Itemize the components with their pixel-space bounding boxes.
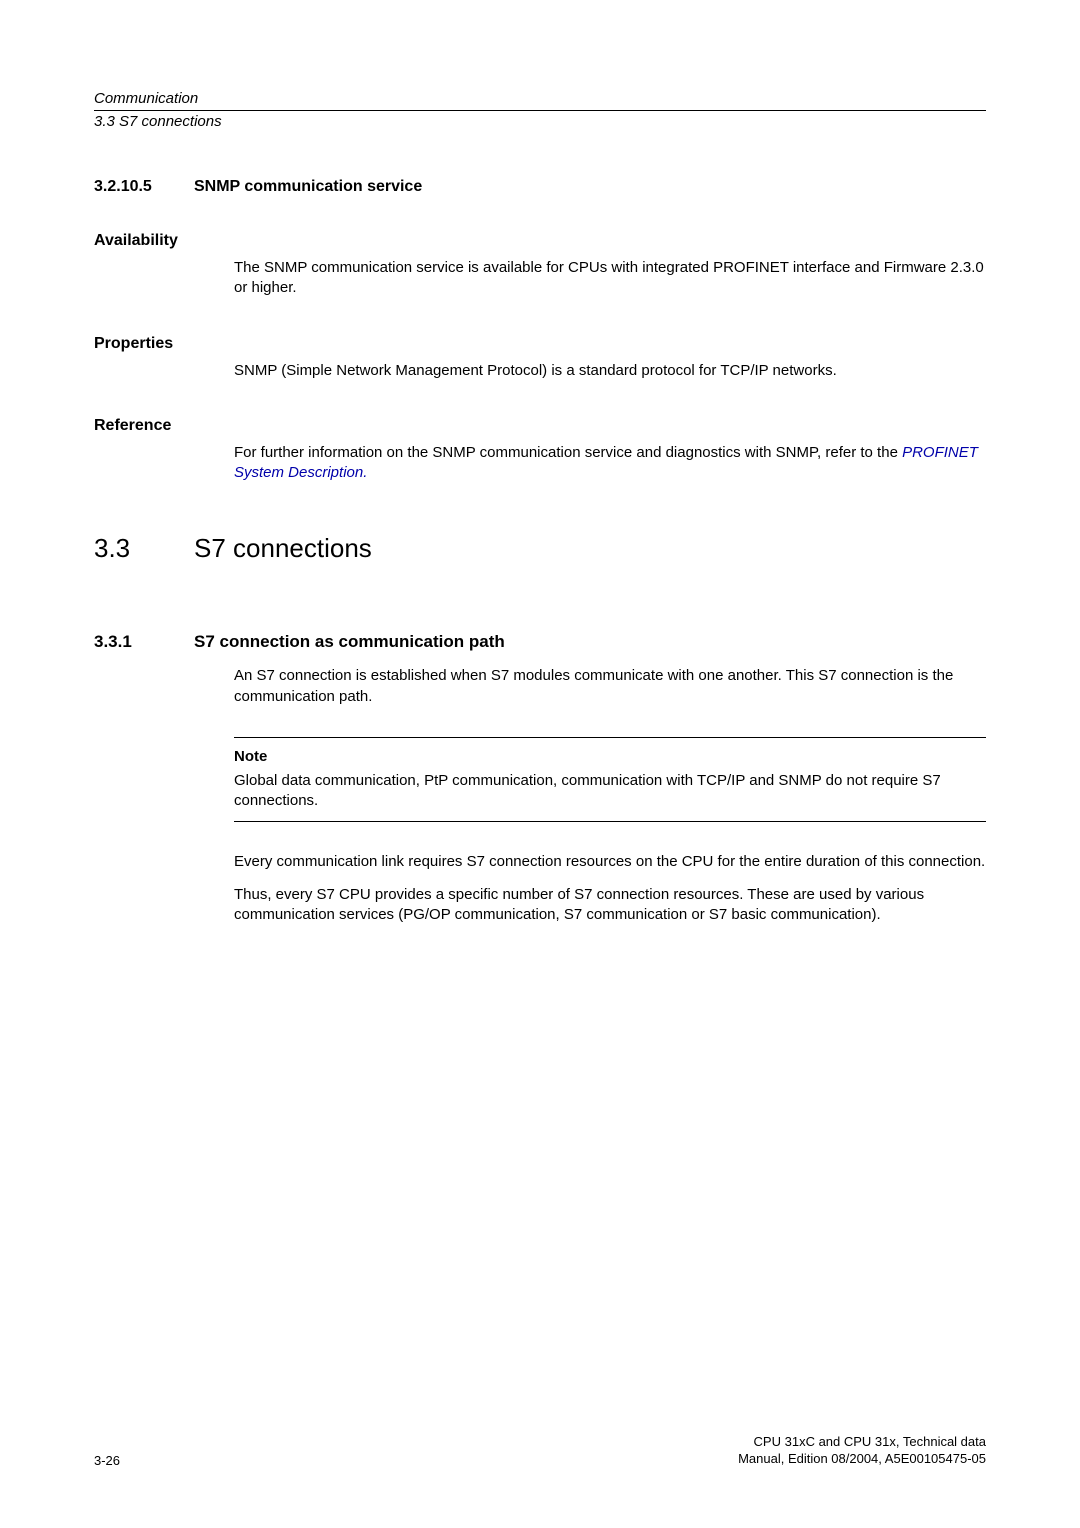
availability-block: Availability The SNMP communication serv… (94, 232, 986, 299)
properties-text: SNMP (Simple Network Management Protocol… (234, 361, 986, 381)
footer-page: 3-26 (94, 1453, 120, 1468)
reference-text: For further information on the SNMP comm… (234, 443, 986, 484)
para-2: Every communication link requires S7 con… (234, 852, 986, 872)
heading-number: 3.3.1 (94, 632, 194, 652)
heading-title: SNMP communication service (194, 178, 422, 196)
note-rule-top (234, 737, 986, 738)
footer-line1: CPU 31xC and CPU 31x, Technical data (738, 1433, 986, 1451)
note-rule-bottom (234, 821, 986, 822)
footer-right: CPU 31xC and CPU 31x, Technical data Man… (738, 1433, 986, 1468)
properties-label: Properties (94, 335, 986, 353)
reference-prefix: For further information on the SNMP comm… (234, 444, 902, 461)
availability-text: The SNMP communication service is availa… (234, 258, 986, 299)
para-331-1: An S7 connection is established when S7 … (234, 666, 986, 707)
heading-number: 3.2.10.5 (94, 178, 194, 196)
note-text: Global data communication, PtP communica… (234, 771, 986, 812)
header-section: 3.3 S7 connections (94, 113, 986, 130)
heading-number: 3.3 (94, 533, 194, 564)
reference-label: Reference (94, 417, 986, 435)
footer: 3-26 CPU 31xC and CPU 31x, Technical dat… (94, 1433, 986, 1468)
header-rule (94, 110, 986, 111)
footer-line2: Manual, Edition 08/2004, A5E00105475-05 (738, 1450, 986, 1468)
heading-33: 3.3 S7 connections (94, 533, 986, 564)
heading-title: S7 connections (194, 533, 372, 564)
heading-32105: 3.2.10.5 SNMP communication service (94, 178, 986, 196)
note-label: Note (234, 748, 986, 765)
properties-block: Properties SNMP (Simple Network Manageme… (94, 335, 986, 381)
para-3: Thus, every S7 CPU provides a specific n… (234, 885, 986, 926)
note-box: Note Global data communication, PtP comm… (234, 737, 986, 823)
availability-label: Availability (94, 232, 986, 250)
header-chapter: Communication (94, 90, 986, 107)
heading-title: S7 connection as communication path (194, 632, 505, 652)
heading-331: 3.3.1 S7 connection as communication pat… (94, 632, 986, 652)
reference-block: Reference For further information on the… (94, 417, 986, 484)
